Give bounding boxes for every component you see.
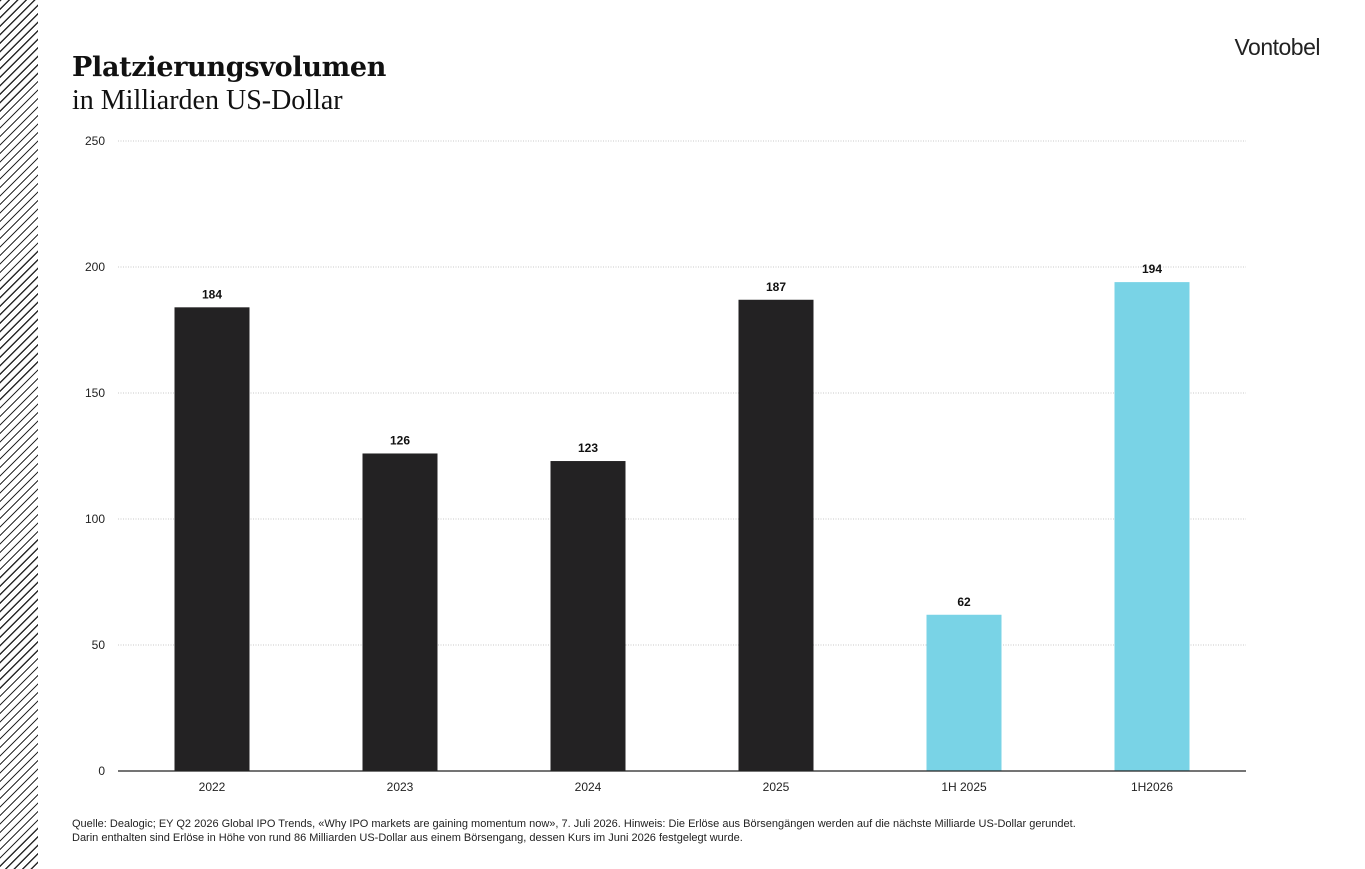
brand-logo: Vontobel [1234, 34, 1320, 60]
x-tick-label: 2024 [575, 780, 602, 794]
y-tick-label: 150 [85, 386, 105, 400]
bar-1h2026 [1114, 282, 1190, 771]
bar-2025 [738, 299, 814, 771]
y-tick-label: 50 [92, 638, 106, 652]
bar-1h-2025 [926, 614, 1002, 771]
data-label: 123 [578, 441, 598, 455]
x-tick-label: 2025 [763, 780, 790, 794]
y-tick-label: 0 [98, 764, 105, 778]
x-tick-label: 2022 [199, 780, 226, 794]
y-tick-label: 250 [85, 134, 105, 148]
decorative-hatch-stripe [0, 0, 38, 869]
data-label: 62 [957, 595, 971, 609]
chart-title: Platzierungsvolumen [72, 52, 387, 83]
x-tick-label: 1H 2025 [941, 780, 987, 794]
y-tick-label: 100 [85, 512, 105, 526]
bar-2023 [362, 453, 438, 771]
chart-subtitle: in Milliarden US-Dollar [72, 85, 343, 116]
data-label: 194 [1142, 262, 1162, 276]
footnote-line-2: Darin enthalten sind Erlöse in Höhe von … [72, 832, 743, 844]
data-label: 187 [766, 280, 786, 294]
data-label: 126 [390, 433, 410, 447]
bar-2024 [550, 461, 626, 771]
x-tick-label: 2023 [387, 780, 414, 794]
data-label: 184 [202, 287, 222, 301]
bar-2022 [174, 307, 250, 771]
footnote-line-1: Quelle: Dealogic; EY Q2 2026 Global IPO … [72, 818, 1076, 830]
source-footnote: Quelle: Dealogic; EY Q2 2026 Global IPO … [72, 817, 1272, 845]
x-tick-label: 1H2026 [1131, 780, 1173, 794]
y-tick-label: 200 [85, 260, 105, 274]
